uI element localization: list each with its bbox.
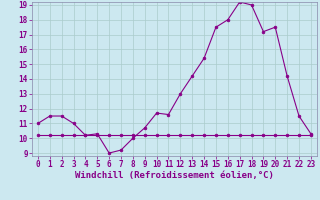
X-axis label: Windchill (Refroidissement éolien,°C): Windchill (Refroidissement éolien,°C): [75, 171, 274, 180]
